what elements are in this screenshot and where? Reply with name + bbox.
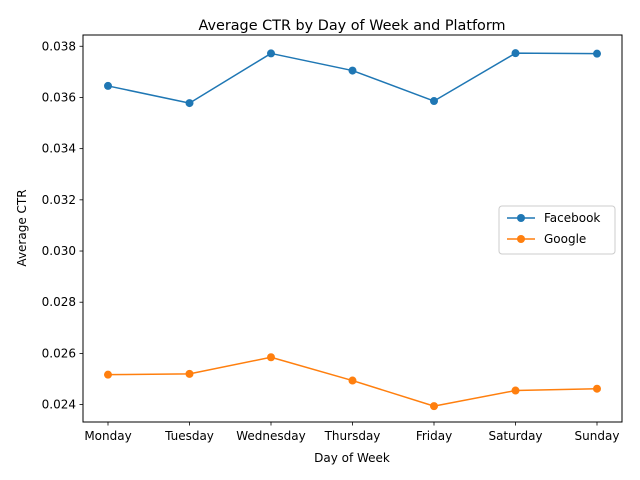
y-tick-label: 0.028	[42, 295, 76, 309]
x-tick-label: Saturday	[488, 429, 542, 443]
x-tick-label: Wednesday	[236, 429, 305, 443]
google-data-point	[593, 384, 601, 393]
facebook-data-point	[348, 66, 357, 75]
google-data-point	[104, 370, 112, 379]
x-tick-label: Tuesday	[164, 429, 214, 443]
y-tick-label: 0.036	[42, 90, 76, 104]
facebook-legend-label: Facebook	[544, 211, 600, 225]
google-data-point	[185, 369, 194, 378]
google-data-point	[430, 402, 438, 411]
series-layer	[104, 49, 601, 411]
y-tick-label: 0.026	[42, 346, 76, 360]
x-tick-label: Thursday	[324, 429, 381, 443]
y-tick-label: 0.038	[42, 39, 76, 53]
google-data-point	[511, 386, 520, 395]
x-tick-label: Monday	[84, 429, 131, 443]
x-tick-label: Sunday	[575, 429, 620, 443]
facebook-data-point	[185, 99, 194, 108]
google-data-point	[267, 353, 275, 362]
google-data-point	[348, 376, 357, 385]
y-axis: 0.024 0.026 0.028 0.030 0.032 0.034 0.036 0.038	[42, 39, 83, 412]
facebook-legend-marker	[517, 214, 525, 222]
x-tick-label: Friday	[416, 429, 452, 443]
facebook-data-point	[104, 81, 112, 90]
facebook-data-point	[267, 49, 275, 58]
facebook-data-point	[430, 97, 438, 106]
y-tick-label: 0.024	[42, 398, 76, 412]
chart-title: Average CTR by Day of Week and Platform	[198, 18, 505, 34]
y-tick-label: 0.032	[42, 193, 76, 207]
legend: Facebook Google	[498, 205, 616, 255]
y-axis-label: Average CTR	[15, 189, 29, 266]
facebook-data-point	[511, 49, 520, 58]
y-tick-label: 0.030	[42, 244, 76, 258]
x-axis: Monday Tuesday Wednesday Thursday Friday Satu…	[84, 422, 619, 443]
google-legend-marker	[517, 235, 525, 243]
x-axis-label: Day of Week	[314, 451, 390, 465]
facebook-data-point	[593, 49, 601, 58]
y-tick-label: 0.034	[42, 142, 76, 156]
google-legend-label: Google	[544, 232, 586, 246]
